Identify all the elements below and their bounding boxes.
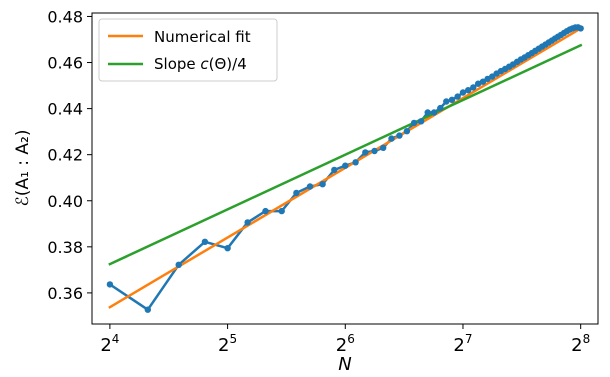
data-point [443, 98, 450, 105]
data-point [388, 135, 395, 142]
y-tick-label: 0.42 [47, 146, 83, 165]
legend-frame [98, 18, 278, 82]
data-point [244, 219, 251, 226]
data-point [459, 89, 467, 96]
data-point [306, 183, 314, 190]
data-point [371, 147, 378, 155]
data-point [362, 149, 369, 156]
data-point [424, 109, 431, 116]
data-point [224, 245, 231, 252]
legend: Numerical fit Slope c(Θ)/4 [98, 18, 278, 82]
y-tick-label: 0.46 [47, 54, 83, 73]
y-tick-label: 0.40 [47, 192, 83, 211]
data-point [201, 238, 209, 245]
data-point [470, 84, 477, 91]
data-point [403, 128, 411, 135]
data-point [448, 96, 456, 104]
y-tick-label: 0.38 [47, 238, 83, 257]
y-axis-ticks: 0.36 0.38 0.40 0.42 0.44 0.46 0.48 [47, 7, 92, 303]
data-point [396, 132, 403, 139]
data-point [577, 25, 584, 32]
data-point [278, 207, 285, 215]
data-point [144, 306, 151, 313]
x-tick-label: 24 [100, 332, 119, 356]
data-point [293, 189, 300, 197]
data-point [437, 104, 444, 112]
data-point [410, 119, 418, 127]
data-point [475, 80, 482, 87]
legend-label-slope-pre: Slope [154, 55, 200, 73]
x-tick-label: 27 [453, 332, 472, 356]
data-point [417, 118, 425, 125]
data-point [454, 93, 461, 100]
legend-label-slope: Slope c(Θ)/4 [154, 55, 247, 73]
x-axis-ticks: 24 25 26 27 28 [100, 324, 590, 356]
y-axis-label: ℰ(A₁ : A₂) [13, 130, 33, 207]
legend-label-slope-post: (Θ)/4 [209, 55, 247, 73]
y-tick-label: 0.36 [47, 284, 83, 303]
data-point [380, 144, 387, 151]
y-tick-label: 0.44 [47, 100, 83, 119]
data-point [352, 159, 359, 166]
x-tick-label: 26 [336, 332, 355, 356]
x-axis-label: N [338, 354, 351, 375]
plot-markers [106, 24, 584, 313]
data-point [430, 109, 438, 116]
x-tick-label: 25 [218, 332, 237, 356]
data-point [319, 181, 326, 188]
data-point [106, 281, 114, 288]
data-point [262, 207, 269, 215]
data-point [331, 166, 338, 174]
series-line-2 [108, 43, 583, 266]
legend-label-numerical-fit: Numerical fit [154, 28, 251, 46]
data-point [342, 162, 349, 169]
y-tick-label: 0.48 [47, 7, 83, 26]
x-tick-label: 28 [571, 332, 590, 356]
data-point [175, 261, 182, 268]
data-point [479, 78, 487, 85]
data-point [465, 87, 472, 94]
legend-label-slope-italic: c [200, 55, 209, 73]
